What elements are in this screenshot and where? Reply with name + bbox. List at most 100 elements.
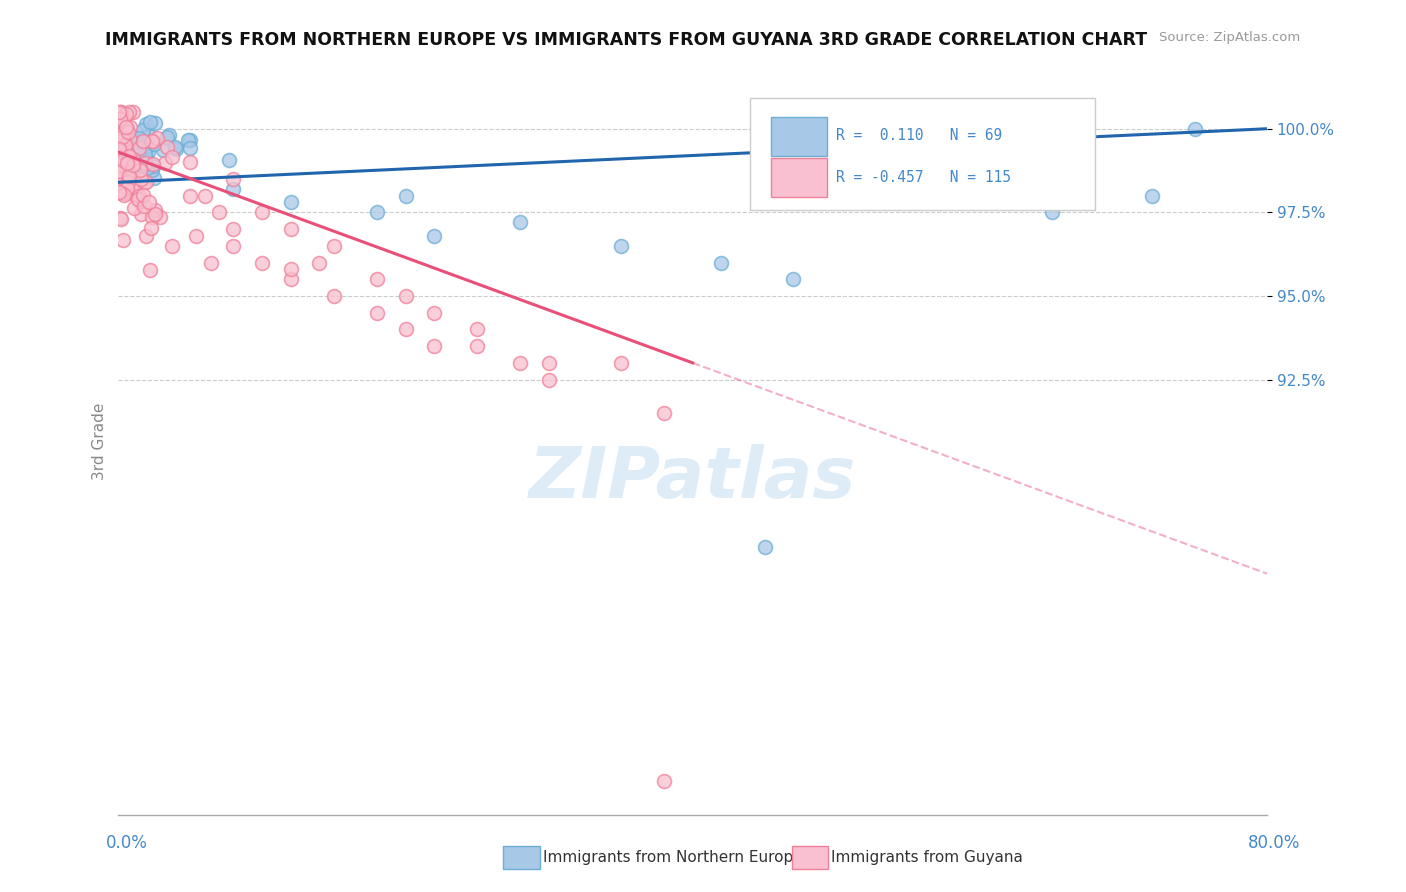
Point bbox=[111, 142, 134, 156]
Point bbox=[134, 199, 156, 213]
Point bbox=[129, 207, 152, 221]
Point bbox=[1040, 205, 1063, 219]
Point bbox=[139, 220, 162, 235]
Point bbox=[394, 188, 416, 202]
Point bbox=[124, 201, 146, 215]
Point bbox=[118, 120, 141, 134]
Point bbox=[134, 146, 156, 161]
Point bbox=[115, 156, 138, 170]
Point bbox=[128, 141, 150, 155]
Point bbox=[136, 145, 159, 160]
Point bbox=[129, 166, 152, 180]
Point bbox=[128, 162, 150, 177]
Point bbox=[366, 272, 388, 286]
Point bbox=[1140, 188, 1163, 202]
Point bbox=[652, 774, 675, 789]
Point bbox=[108, 186, 131, 200]
Point bbox=[610, 239, 633, 253]
Point bbox=[108, 105, 131, 120]
Point bbox=[179, 188, 201, 202]
Point bbox=[222, 222, 245, 236]
Point bbox=[111, 142, 134, 156]
Point bbox=[423, 339, 446, 353]
Point bbox=[115, 158, 138, 172]
Point bbox=[108, 211, 131, 226]
Point bbox=[165, 140, 187, 154]
Point bbox=[308, 255, 330, 269]
Point bbox=[141, 162, 163, 177]
Point bbox=[129, 145, 152, 159]
Point bbox=[124, 140, 146, 154]
Text: 0.0%: 0.0% bbox=[105, 834, 148, 852]
Point bbox=[280, 222, 302, 236]
Point bbox=[117, 166, 139, 180]
Point bbox=[142, 135, 165, 149]
Point bbox=[118, 169, 141, 183]
Point bbox=[112, 120, 135, 134]
Text: IMMIGRANTS FROM NORTHERN EUROPE VS IMMIGRANTS FROM GUYANA 3RD GRADE CORRELATION : IMMIGRANTS FROM NORTHERN EUROPE VS IMMIG… bbox=[105, 31, 1147, 49]
Text: R = -0.457   N = 115: R = -0.457 N = 115 bbox=[837, 170, 1011, 185]
Point bbox=[110, 129, 132, 144]
Point bbox=[115, 120, 138, 135]
Point bbox=[127, 145, 149, 160]
Point bbox=[394, 322, 416, 336]
Point bbox=[111, 137, 134, 152]
Point bbox=[160, 239, 183, 253]
Point bbox=[177, 133, 200, 147]
Point bbox=[652, 406, 675, 420]
Point bbox=[118, 149, 141, 163]
Point bbox=[108, 164, 131, 178]
Point bbox=[152, 143, 174, 157]
Point bbox=[121, 145, 143, 160]
Point bbox=[142, 159, 165, 173]
Text: Immigrants from Northern Europe: Immigrants from Northern Europe bbox=[543, 850, 803, 864]
Point bbox=[143, 203, 166, 218]
Point bbox=[222, 172, 245, 186]
Point bbox=[222, 182, 245, 196]
Point bbox=[179, 155, 201, 169]
Point bbox=[108, 105, 131, 120]
Text: Immigrants from Guyana: Immigrants from Guyana bbox=[831, 850, 1022, 864]
Point bbox=[117, 160, 139, 174]
Point bbox=[127, 131, 149, 145]
Point bbox=[135, 161, 157, 176]
Point bbox=[322, 239, 344, 253]
Point bbox=[118, 105, 141, 120]
Point bbox=[322, 289, 344, 303]
Point bbox=[467, 322, 489, 336]
Point bbox=[124, 136, 146, 151]
Point bbox=[111, 128, 134, 142]
Point bbox=[122, 153, 145, 167]
Point bbox=[122, 158, 145, 172]
Point bbox=[112, 153, 135, 167]
Point bbox=[141, 210, 163, 224]
Text: R =  0.110   N = 69: R = 0.110 N = 69 bbox=[837, 128, 1002, 143]
Point bbox=[121, 142, 143, 156]
Point bbox=[610, 356, 633, 370]
Point bbox=[114, 133, 136, 147]
Point bbox=[139, 115, 162, 129]
Point bbox=[160, 150, 183, 164]
Point bbox=[122, 182, 145, 196]
Point bbox=[122, 139, 145, 153]
Point bbox=[124, 174, 146, 188]
Point bbox=[710, 255, 733, 269]
Point bbox=[112, 125, 135, 139]
Point bbox=[110, 186, 132, 200]
Point bbox=[134, 175, 156, 189]
Point bbox=[108, 152, 131, 166]
Point bbox=[121, 136, 143, 151]
Point bbox=[115, 145, 138, 159]
Point bbox=[179, 133, 201, 147]
Point bbox=[128, 131, 150, 145]
Point bbox=[423, 228, 446, 243]
Text: ZIPatlas: ZIPatlas bbox=[529, 444, 856, 513]
Point bbox=[117, 125, 139, 139]
Point bbox=[117, 175, 139, 189]
Point bbox=[110, 211, 132, 226]
Point bbox=[136, 128, 159, 143]
Text: Source: ZipAtlas.com: Source: ZipAtlas.com bbox=[1160, 31, 1301, 45]
Point bbox=[108, 168, 131, 182]
Point bbox=[129, 152, 152, 166]
Point bbox=[108, 112, 131, 127]
